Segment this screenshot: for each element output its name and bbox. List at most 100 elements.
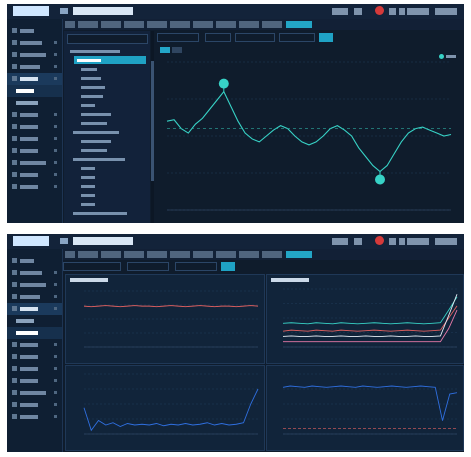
tab-5[interactable] [147,251,167,258]
period-select[interactable] [205,33,231,42]
sidebar-subitem-active[interactable] [7,85,62,97]
sidebar-item-9[interactable] [7,157,62,169]
toggle-table[interactable] [172,47,182,53]
tab-active[interactable] [286,21,312,28]
sidebar-item-2[interactable] [7,37,62,49]
tab-5[interactable] [147,21,167,28]
sidebar-item-4[interactable] [7,291,62,303]
tree-node[interactable] [78,83,144,91]
sidebar-subitem[interactable] [7,315,62,327]
user-icon[interactable] [399,238,405,245]
sidebar-item-9[interactable] [7,387,62,399]
tree-scrollbar[interactable] [151,31,154,223]
toggle-curve[interactable] [160,47,170,53]
header-link[interactable] [332,8,348,15]
language-toggle[interactable] [435,8,457,15]
tab-6[interactable] [170,251,190,258]
sidebar-item-8[interactable] [7,375,62,387]
tab-7[interactable] [193,21,213,28]
tab-3[interactable] [101,21,121,28]
bell-icon[interactable] [389,238,396,245]
tab-10[interactable] [262,251,282,258]
tree-node[interactable] [78,110,144,118]
tree-node[interactable] [78,92,144,100]
parameter-select[interactable] [157,33,199,42]
tree-node[interactable] [78,137,144,145]
sidebar-item-5[interactable] [7,339,62,351]
tree-node[interactable] [70,155,146,163]
tab-7[interactable] [193,251,213,258]
header-link[interactable] [332,238,348,245]
tab-1[interactable] [65,21,75,28]
sidebar-item-1[interactable] [7,255,62,267]
sidebar-item-4[interactable] [7,61,62,73]
tab-9[interactable] [239,21,259,28]
tree-node[interactable] [78,146,144,154]
tab-3[interactable] [101,251,121,258]
sidebar-item-5[interactable] [7,109,62,121]
sidebar-subitem[interactable] [7,97,62,109]
tab-4[interactable] [124,251,144,258]
tab-2[interactable] [78,251,98,258]
scroll-thumb[interactable] [151,61,154,181]
sidebar-item-2[interactable] [7,267,62,279]
tab-8[interactable] [216,251,236,258]
tree-node[interactable] [78,164,144,172]
user-icon[interactable] [399,8,405,15]
user-name[interactable] [407,8,429,15]
tab-1[interactable] [65,251,75,258]
tree-node[interactable] [78,101,144,109]
sidebar-item-1[interactable] [7,25,62,37]
sidebar-item-7[interactable] [7,133,62,145]
sidebar-item-11[interactable] [7,181,62,193]
grid-icon[interactable] [354,8,362,15]
tab-6[interactable] [170,21,190,28]
menu-icon[interactable] [60,8,68,14]
date-range-picker[interactable] [279,33,315,42]
tab-active[interactable] [286,251,312,258]
sidebar-item-10[interactable] [7,399,62,411]
sidebar-subitem-active[interactable] [7,327,62,339]
bell-icon[interactable] [389,8,396,15]
sidebar-item-10[interactable] [7,169,62,181]
sidebar-item-8[interactable] [7,145,62,157]
tree-node[interactable] [67,47,147,55]
date-picker[interactable] [175,262,217,271]
search-button[interactable] [319,33,333,42]
sidebar-item-7[interactable] [7,363,62,375]
tree-node-selected[interactable] [74,56,146,64]
tree-search-input[interactable] [67,34,148,44]
tree-node[interactable] [78,182,144,190]
tree-node[interactable] [78,200,144,208]
date-picker[interactable] [235,33,275,42]
sidebar-item-6[interactable] [7,351,62,363]
sidebar-item-active[interactable] [7,73,62,85]
tree-node[interactable] [78,119,144,127]
sidebar-item-3[interactable] [7,279,62,291]
tab-8[interactable] [216,21,236,28]
tab-2[interactable] [78,21,98,28]
user-name[interactable] [407,238,429,245]
sidebar-item-3[interactable] [7,49,62,61]
tree-node[interactable] [78,173,144,181]
tree-node[interactable] [78,65,144,73]
tab-10[interactable] [262,21,282,28]
sidebar-item-6[interactable] [7,121,62,133]
sidebar-item-active[interactable] [7,303,62,315]
tree-node[interactable] [70,209,146,217]
sidebar-item-11[interactable] [7,411,62,423]
tab-4[interactable] [124,21,144,28]
alarm-badge[interactable] [375,6,384,15]
tab-9[interactable] [239,251,259,258]
grid-icon[interactable] [354,238,362,245]
search-button[interactable] [221,262,235,271]
alarm-badge[interactable] [375,236,384,245]
device-select[interactable] [63,262,121,271]
tree-node[interactable] [70,128,146,136]
type-select[interactable] [127,262,169,271]
tree-node-label [81,185,95,188]
menu-icon[interactable] [60,238,68,244]
tree-node[interactable] [78,191,144,199]
tree-node[interactable] [78,74,144,82]
language-toggle[interactable] [435,238,457,245]
